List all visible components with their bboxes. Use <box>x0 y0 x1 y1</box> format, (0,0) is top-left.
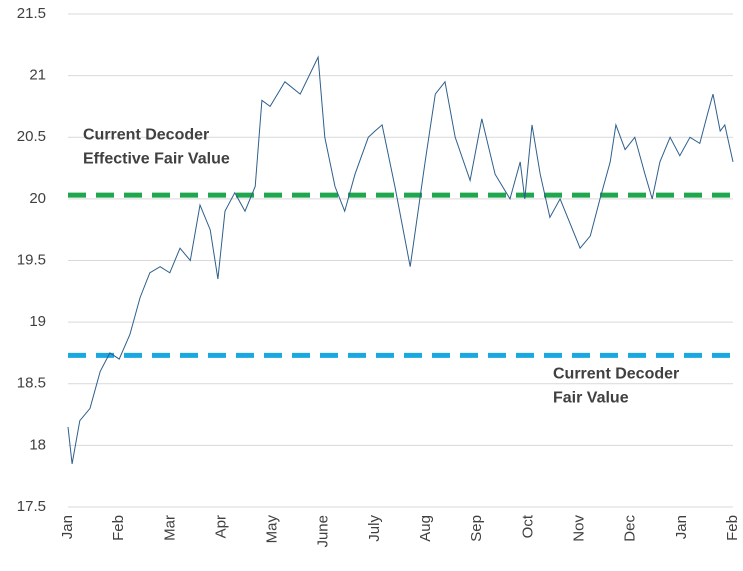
x-tick-label: Mar <box>161 515 178 541</box>
annotation: Current Decoder <box>553 366 679 383</box>
x-tick-label: Feb <box>724 515 741 541</box>
x-tick-label: July <box>366 515 383 542</box>
y-tick-label: 21.5 <box>17 5 46 22</box>
annotation: Current Decoder <box>83 126 209 143</box>
y-tick-label: 20.5 <box>17 128 46 145</box>
y-tick-label: 18 <box>29 436 46 453</box>
x-tick-label: Apr <box>212 515 229 538</box>
x-tick-label: Aug <box>417 515 434 542</box>
x-tick-label: Dec <box>622 515 639 542</box>
data-line <box>67 55 734 464</box>
y-tick-label: 20 <box>29 190 46 207</box>
y-tick-label: 19 <box>29 313 46 330</box>
x-tick-label: Jan <box>673 515 690 539</box>
y-tick-label: 18.5 <box>17 375 46 392</box>
x-tick-label: Jan <box>59 515 76 539</box>
y-tick-label: 21 <box>29 67 46 84</box>
x-tick-label: Oct <box>519 514 536 538</box>
annotation: Effective Fair Value <box>83 150 230 167</box>
x-tick-label: May <box>264 515 281 544</box>
x-tick-label: Feb <box>110 515 127 541</box>
x-tick-label: Nov <box>571 515 588 542</box>
annotation: Fair Value <box>553 390 629 407</box>
y-tick-label: 19.5 <box>17 251 46 268</box>
y-tick-label: 17.5 <box>17 498 46 515</box>
x-tick-label: Sep <box>468 515 485 542</box>
x-tick-label: June <box>315 515 332 548</box>
